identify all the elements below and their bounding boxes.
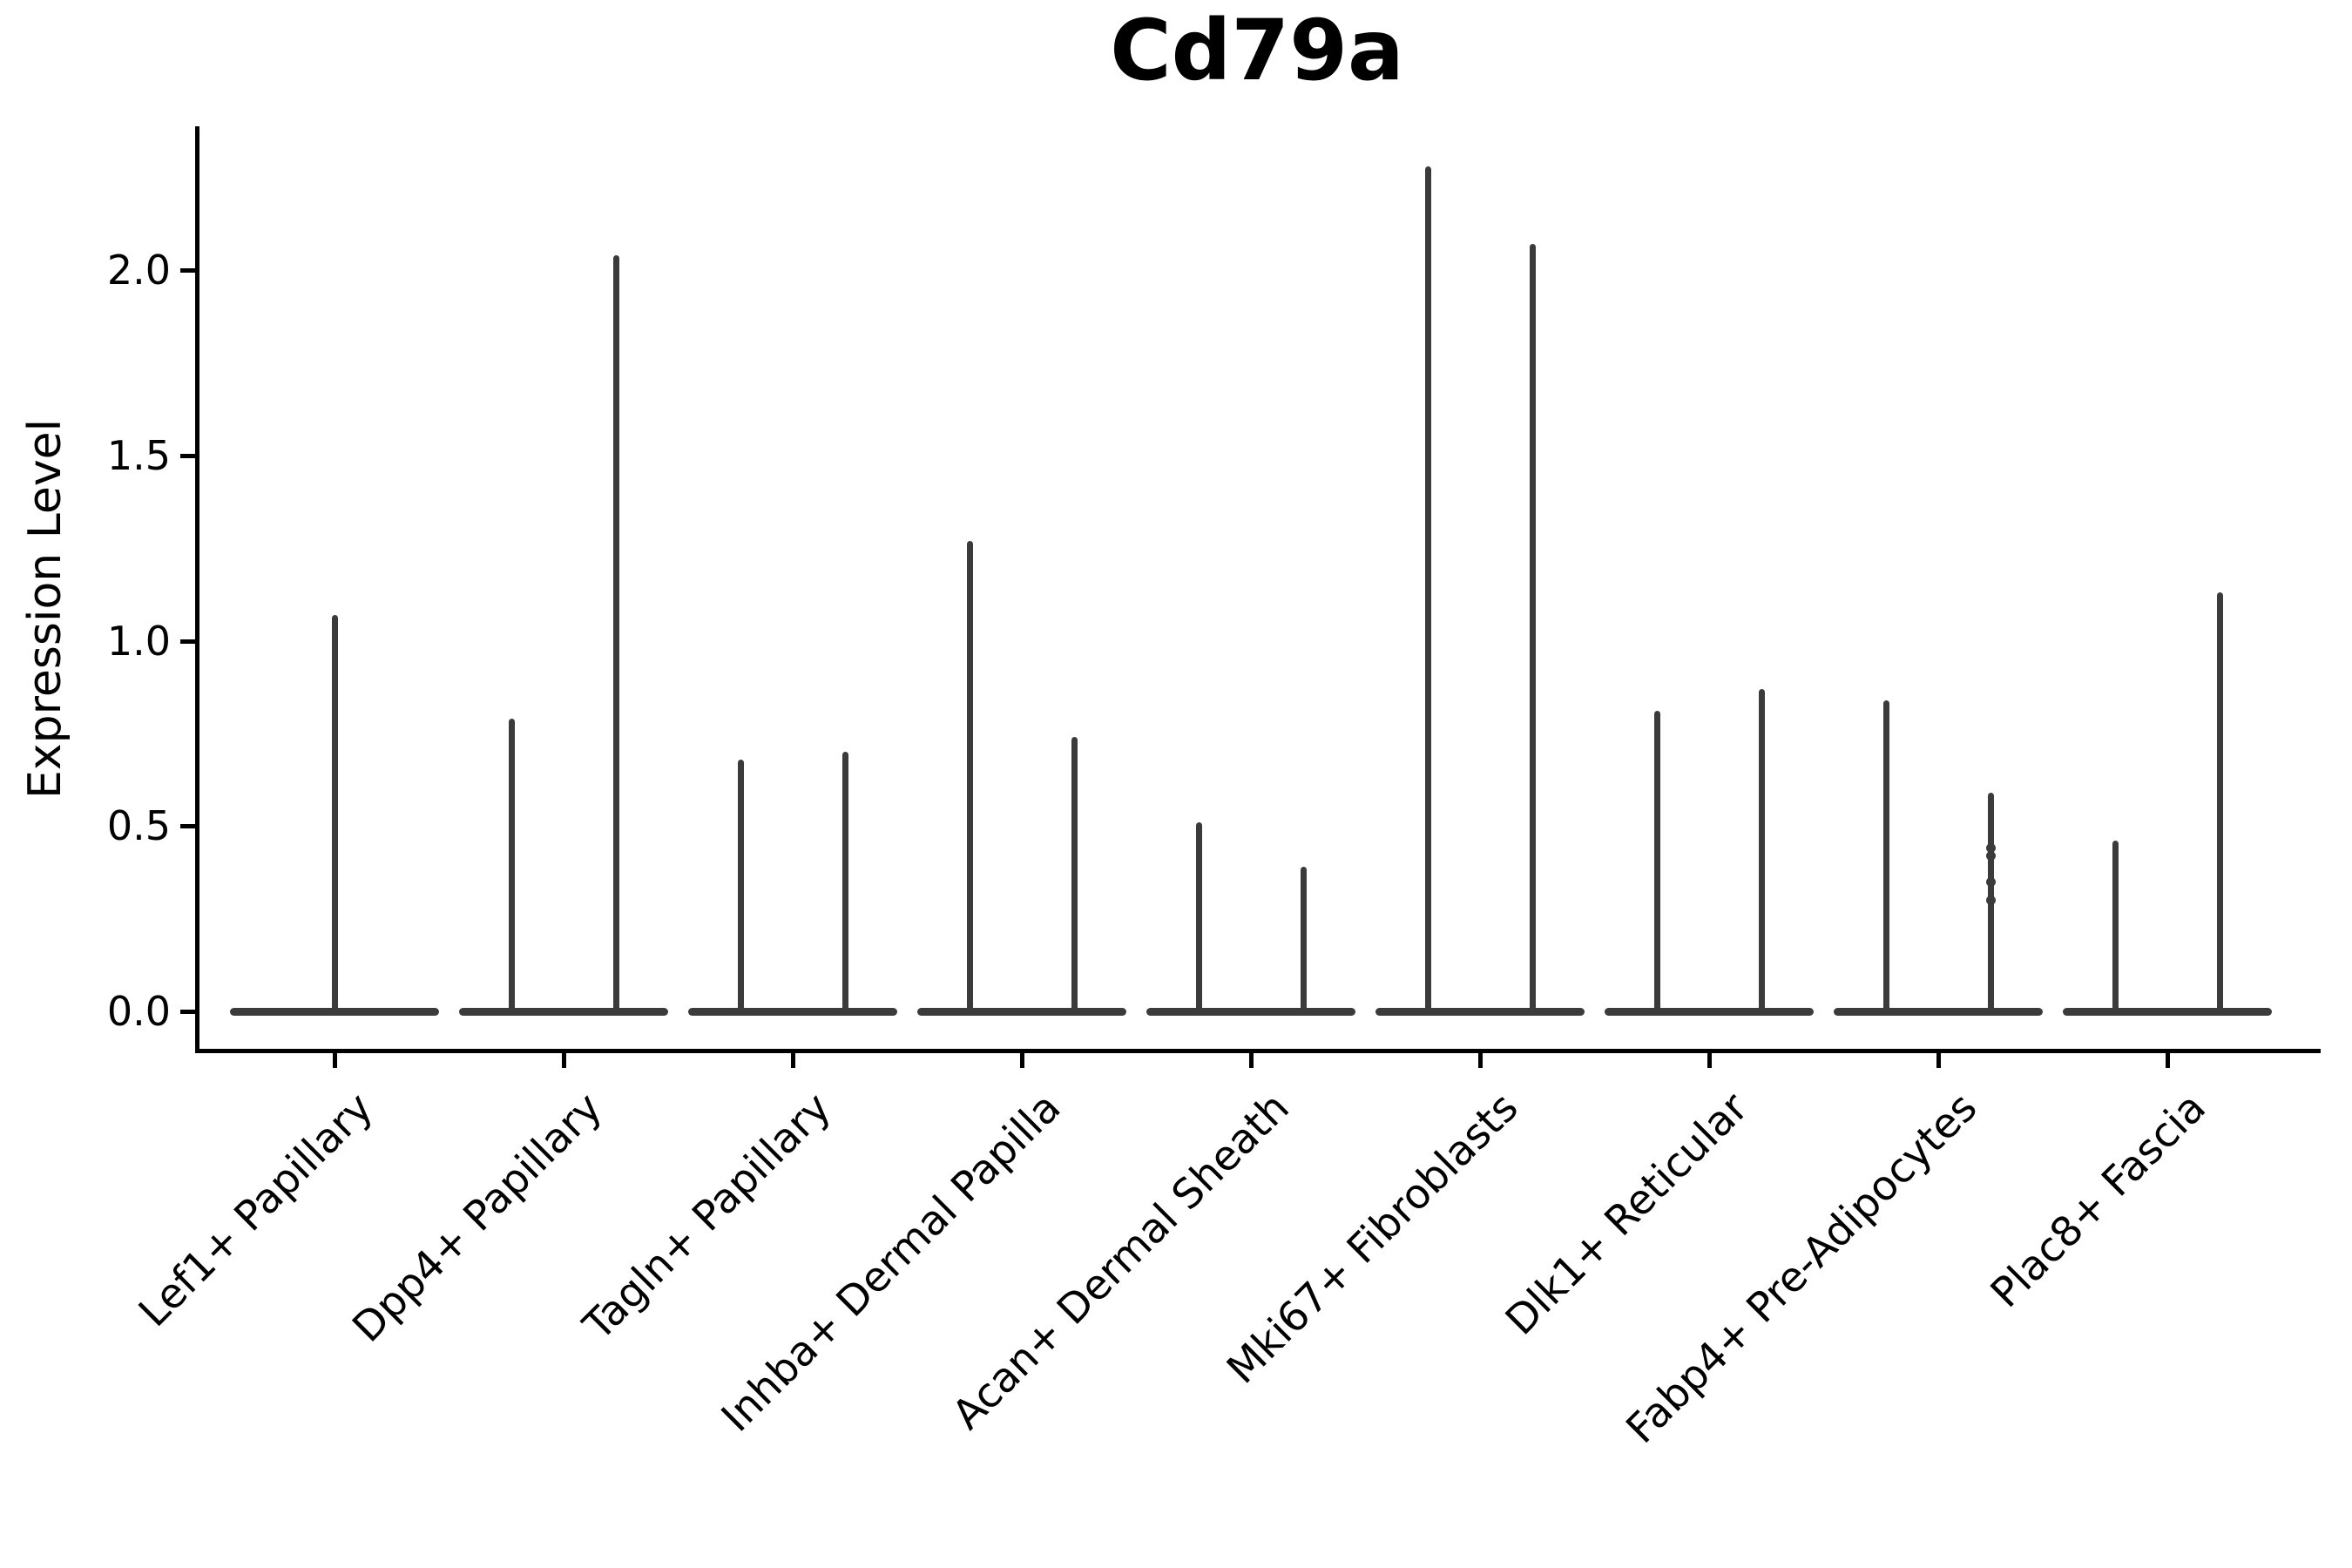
x-tick-mark [1478,1053,1483,1068]
x-axis-spine [195,1049,2321,1053]
x-tick-label-1: Lef1+ Papillary [129,1084,382,1336]
violin-spike [1759,688,1765,1015]
expression-point [1985,876,1996,887]
violin-spike [1425,166,1431,1015]
x-tick-label-2: Dpp4+ Papillary [343,1084,612,1352]
y-tick-mark [180,453,195,458]
x-tick-mark [1707,1053,1712,1068]
violin-spike [1196,821,1202,1015]
x-tick-label-3: Tagln+ Papillary [574,1084,841,1350]
x-tick-mark [562,1053,566,1068]
violin-base [917,1008,1126,1016]
violin-base [688,1008,897,1016]
violin-base [2063,1008,2272,1016]
y-tick-mark [180,824,195,829]
y-axis-spine [195,126,199,1053]
y-tick-label: 2.0 [106,247,171,294]
violin-spike [738,759,744,1015]
violin-spike [1883,700,1889,1015]
violin-spike [509,718,515,1015]
expression-point [1985,895,1996,905]
y-tick-mark [180,268,195,273]
y-tick-label: 1.0 [106,617,171,665]
violin-base [1146,1008,1355,1016]
y-tick-label: 0.0 [106,988,171,1035]
violin-spike [1654,711,1660,1015]
violin-spike [1530,244,1536,1015]
x-tick-mark [791,1053,795,1068]
violin-spike [2217,592,2223,1015]
violin-spike [613,254,619,1015]
violin-base [459,1008,668,1016]
violin-base [1605,1008,1814,1016]
x-tick-mark [1020,1053,1024,1068]
x-tick-mark [1249,1053,1254,1068]
violin-base [1375,1008,1585,1016]
violin-spike [2112,841,2119,1015]
expression-point [1985,850,1996,861]
x-tick-mark [2166,1053,2170,1068]
y-tick-mark [180,639,195,644]
x-tick-mark [333,1053,337,1068]
expression-point [1985,843,1996,854]
violin-spike [967,540,973,1015]
violin-spike [1071,737,1078,1015]
chart-title: Cd79a [1110,2,1404,99]
x-tick-label-7: Dlk1+ Reticular [1496,1084,1757,1345]
violin-spike [842,752,848,1015]
violin-base [1834,1008,2043,1016]
y-tick-label: 0.5 [106,802,171,850]
x-tick-label-9: Plac8+ Fascia [1981,1084,2215,1317]
y-tick-label: 1.5 [106,431,171,479]
violin-spike [332,614,338,1015]
violin-spike [1301,867,1307,1015]
x-tick-mark [1936,1053,1941,1068]
y-tick-mark [180,1010,195,1014]
